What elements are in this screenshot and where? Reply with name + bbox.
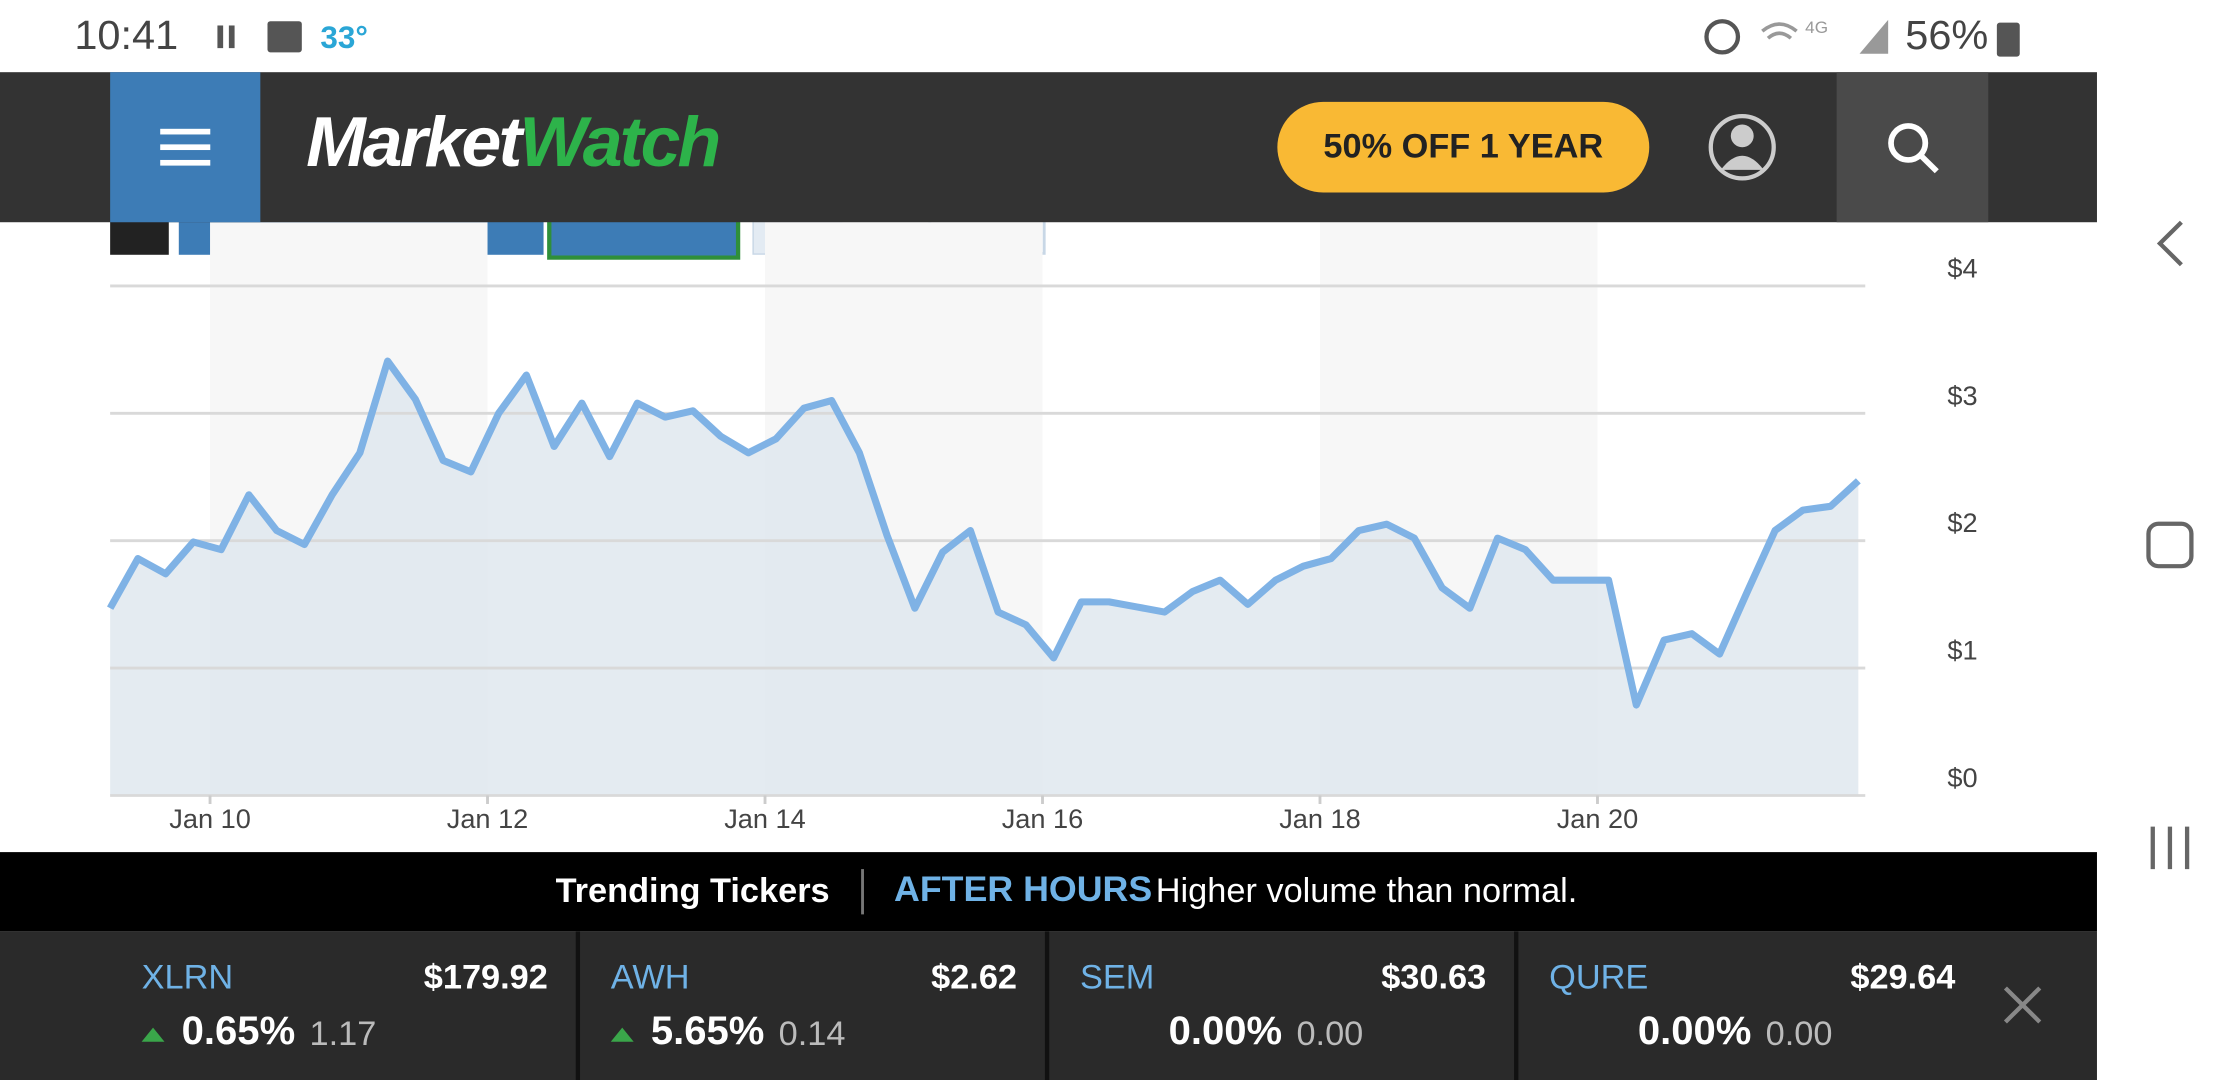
change-value: 0.14 — [779, 1015, 846, 1053]
alarm-icon — [1704, 19, 1741, 55]
battery-icon — [1996, 22, 2020, 57]
search-button[interactable] — [1836, 72, 1989, 223]
change-value: 1.17 — [309, 1015, 376, 1053]
account-icon — [1720, 155, 1764, 170]
y-tick-label: $1 — [1947, 636, 1977, 666]
nav-bar — [2096, 0, 2220, 1080]
x-tick-label: Jan 12 — [447, 804, 529, 834]
network-icon: 4G — [1805, 18, 1828, 37]
ticker-symbol: XLRN — [142, 959, 234, 997]
close-button[interactable] — [2003, 986, 2042, 1024]
trending-title: Trending Tickers — [556, 872, 830, 910]
ticker-symbol: AWH — [611, 959, 690, 997]
change-percent: 0.65% — [182, 1009, 296, 1053]
trending-bar — [0, 852, 2097, 932]
price-line — [107, 357, 1861, 709]
search-icon — [1888, 123, 1929, 163]
menu-icon — [160, 159, 211, 166]
ticker-symbol: QURE — [1549, 959, 1648, 997]
menu-icon — [160, 128, 211, 135]
home-nav[interactable] — [2146, 521, 2194, 569]
battery-level: 56% — [1905, 12, 1988, 58]
y-tick-label: $4 — [1947, 254, 1977, 284]
signal-icon — [1859, 19, 1889, 54]
price-chart: $0 $1 $2 $3 $4 Jan 10 Jan 12 Jan 14 Jan 16 Jan 18… — [107, 222, 1978, 834]
wifi-icon — [1761, 22, 1798, 40]
promo-button[interactable] — [1277, 101, 1650, 193]
search-icon — [1919, 153, 1939, 174]
ticker-price: $179.92 — [424, 959, 548, 997]
change-value: 0.00 — [1296, 1015, 1363, 1053]
logo[interactable]: MarketWatch — [306, 103, 721, 182]
up-arrow — [610, 1027, 634, 1042]
account-button[interactable] — [1708, 113, 1776, 181]
menu-icon — [160, 144, 211, 151]
session-note: Higher volume than normal. — [1156, 872, 1578, 910]
y-tick-label: $0 — [1947, 763, 1977, 793]
logo-market: Market — [306, 103, 526, 182]
y-tick-label: $3 — [1947, 381, 1977, 411]
x-tick-label: Jan 10 — [169, 804, 251, 834]
ticker-price: $2.62 — [931, 959, 1017, 997]
back-nav[interactable] — [2156, 220, 2183, 267]
ticker-list: XLRN $179.92 0.65% 1.17 AWH $2.62 5.65% 0.14 SEM… — [141, 931, 1955, 1080]
gallery-icon — [267, 21, 302, 53]
clock: 10:41 — [74, 12, 178, 58]
session-label: AFTER HOURS — [894, 869, 1152, 909]
y-tick-label: $2 — [1947, 508, 1977, 538]
recents-nav[interactable] — [2150, 826, 2190, 870]
x-tick-label: Jan 18 — [1279, 804, 1361, 834]
pause-icon — [228, 25, 235, 49]
x-tick-label: Jan 16 — [1002, 804, 1084, 834]
up-arrow — [141, 1027, 165, 1042]
promo-label: 50% OFF 1 YEAR — [1323, 128, 1603, 166]
status-bar — [0, 0, 2097, 73]
x-tick-label: Jan 14 — [724, 804, 806, 834]
change-value: 0.00 — [1766, 1015, 1833, 1053]
ticker-price: $30.63 — [1381, 959, 1486, 997]
temperature: 33° — [320, 20, 368, 55]
pause-icon — [217, 25, 224, 49]
ticker-price: $29.64 — [1850, 959, 1955, 997]
change-percent: 0.00% — [1638, 1009, 1752, 1053]
ticker-symbol: SEM — [1080, 959, 1154, 997]
logo-watch: Watch — [519, 103, 718, 182]
change-percent: 0.00% — [1169, 1009, 1283, 1053]
account-icon — [1730, 124, 1754, 148]
change-percent: 5.65% — [651, 1009, 765, 1053]
x-tick-label: Jan 20 — [1557, 804, 1639, 834]
header — [0, 72, 2097, 223]
